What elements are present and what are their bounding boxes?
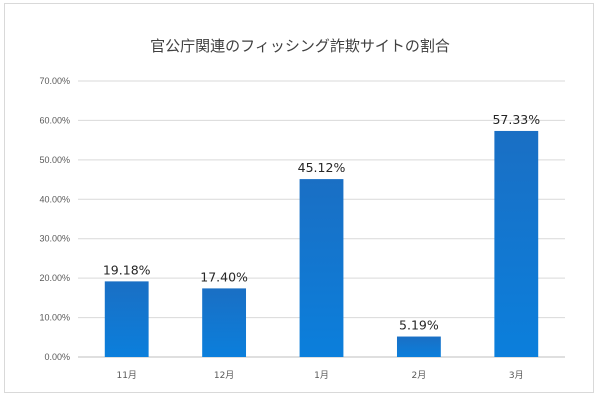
x-tick-label: 11月 <box>116 370 136 381</box>
chart-title: 官公庁関連のフィッシング詐欺サイトの割合 <box>150 37 450 55</box>
data-label: 5.19% <box>399 318 439 333</box>
bar <box>494 130 539 357</box>
y-tick-label: 10.00% <box>39 313 70 323</box>
data-label: 57.33% <box>492 112 540 127</box>
x-tick-label: 3月 <box>509 370 524 381</box>
x-tick-label: 2月 <box>412 370 427 381</box>
y-tick-label: 60.00% <box>39 115 70 125</box>
x-tick-label: 1月 <box>314 370 329 381</box>
bars <box>104 130 539 357</box>
y-tick-label: 20.00% <box>39 273 70 283</box>
data-label: 17.40% <box>200 269 248 284</box>
bar <box>299 179 344 357</box>
x-axis-ticks: 11月 12月 1月 2月 3月 <box>116 370 523 381</box>
y-tick-label: 0.00% <box>44 352 70 362</box>
data-label: 45.12% <box>298 160 346 175</box>
bar <box>396 336 441 357</box>
y-tick-label: 40.00% <box>39 194 70 204</box>
bar <box>104 281 149 357</box>
y-tick-label: 30.00% <box>39 234 70 244</box>
data-label: 19.18% <box>103 262 151 277</box>
y-tick-label: 70.00% <box>39 76 70 86</box>
y-tick-label: 50.00% <box>39 155 70 165</box>
data-labels: 19.18% 17.40% 45.12% 5.19% 57.33% <box>103 112 540 333</box>
x-tick-label: 12月 <box>214 370 234 381</box>
bar <box>202 288 247 357</box>
y-axis-ticks: 0.00% 10.00% 20.00% 30.00% 40.00% 50.00% 60.00… <box>39 76 70 362</box>
